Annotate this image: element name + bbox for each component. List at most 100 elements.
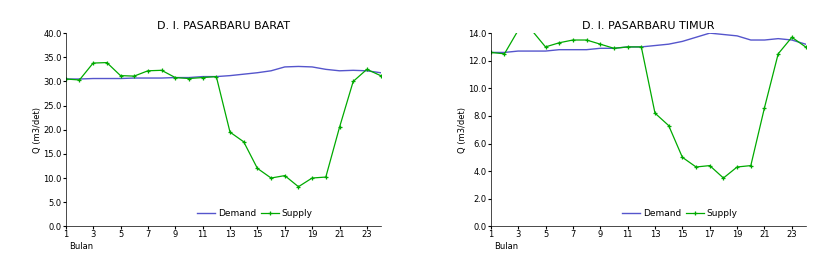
Supply xyxy=(143,69,153,72)
Supply xyxy=(211,75,221,78)
Supply xyxy=(636,45,646,49)
Demand xyxy=(376,71,386,74)
Demand xyxy=(61,77,71,81)
Supply xyxy=(266,176,276,180)
Supply xyxy=(746,164,755,167)
Demand xyxy=(691,36,701,39)
Supply xyxy=(321,176,330,179)
Demand xyxy=(143,76,153,80)
Line: Demand: Demand xyxy=(66,67,381,79)
Demand xyxy=(362,69,372,72)
Supply xyxy=(568,38,578,42)
Supply xyxy=(677,156,687,159)
Demand xyxy=(732,34,742,38)
Supply xyxy=(541,45,551,49)
Demand xyxy=(623,45,633,49)
Demand xyxy=(787,38,797,42)
Demand xyxy=(321,68,330,71)
Supply xyxy=(732,165,742,169)
Demand xyxy=(541,49,551,53)
Demand xyxy=(238,73,248,76)
Title: D. I. PASARBARU TIMUR: D. I. PASARBARU TIMUR xyxy=(582,21,714,31)
Supply xyxy=(349,80,358,83)
Supply xyxy=(774,52,783,55)
Demand xyxy=(349,69,358,72)
Supply xyxy=(760,106,769,109)
Supply xyxy=(663,124,673,127)
Legend: Demand, Supply: Demand, Supply xyxy=(618,206,741,222)
Supply xyxy=(293,185,303,188)
Y-axis label: Q (m3/det): Q (m3/det) xyxy=(458,107,467,153)
Supply xyxy=(582,38,592,42)
Demand xyxy=(650,44,660,47)
Supply xyxy=(170,76,180,79)
Demand xyxy=(760,38,769,42)
Supply xyxy=(238,140,248,144)
Demand xyxy=(75,77,85,81)
Demand xyxy=(527,49,537,53)
X-axis label: Bulan: Bulan xyxy=(494,242,519,251)
Demand xyxy=(513,49,523,53)
Supply xyxy=(787,36,797,39)
Supply xyxy=(554,41,564,44)
Supply xyxy=(650,112,660,115)
Supply xyxy=(362,68,372,71)
Supply xyxy=(500,52,510,55)
Line: Supply: Supply xyxy=(488,28,808,181)
Demand xyxy=(293,65,303,68)
Demand xyxy=(184,76,194,79)
Demand xyxy=(595,47,605,50)
Demand xyxy=(554,48,564,51)
Demand xyxy=(704,31,714,35)
Demand xyxy=(746,38,755,42)
Supply xyxy=(718,176,728,180)
Demand xyxy=(500,51,510,54)
Demand xyxy=(677,40,687,43)
Supply xyxy=(75,78,85,82)
Demand xyxy=(718,33,728,36)
Supply xyxy=(279,174,289,177)
Demand xyxy=(663,43,673,46)
Demand xyxy=(609,47,619,50)
Demand xyxy=(211,75,221,78)
Demand xyxy=(225,74,235,77)
Line: Supply: Supply xyxy=(63,60,383,189)
Y-axis label: Q (m3/det): Q (m3/det) xyxy=(33,107,42,153)
Supply xyxy=(513,29,523,32)
Supply xyxy=(307,176,317,180)
Demand xyxy=(568,48,578,51)
Supply xyxy=(102,61,112,64)
Supply xyxy=(252,167,262,170)
Demand xyxy=(279,65,289,68)
Demand xyxy=(88,77,98,80)
Legend: Demand, Supply: Demand, Supply xyxy=(193,206,316,222)
Supply xyxy=(486,51,496,54)
Supply xyxy=(88,62,98,65)
Demand xyxy=(252,71,262,74)
Supply xyxy=(61,77,71,81)
X-axis label: Bulan: Bulan xyxy=(69,242,94,251)
Supply xyxy=(527,29,537,32)
Supply xyxy=(184,77,194,80)
Demand xyxy=(129,76,139,80)
Supply xyxy=(157,69,167,72)
Demand xyxy=(307,65,317,68)
Supply xyxy=(116,74,126,77)
Demand xyxy=(801,43,810,46)
Demand xyxy=(116,77,126,80)
Demand xyxy=(335,69,344,72)
Demand xyxy=(582,48,592,51)
Supply xyxy=(225,131,235,134)
Supply xyxy=(704,164,714,167)
Supply xyxy=(691,165,701,169)
Supply xyxy=(335,126,344,129)
Demand xyxy=(774,37,783,40)
Supply xyxy=(623,45,633,49)
Demand xyxy=(486,51,496,54)
Line: Demand: Demand xyxy=(491,33,806,52)
Supply xyxy=(129,75,139,78)
Demand xyxy=(198,75,208,78)
Demand xyxy=(636,45,646,49)
Demand xyxy=(170,76,180,79)
Title: D. I. PASARBARU BARAT: D. I. PASARBARU BARAT xyxy=(157,21,289,31)
